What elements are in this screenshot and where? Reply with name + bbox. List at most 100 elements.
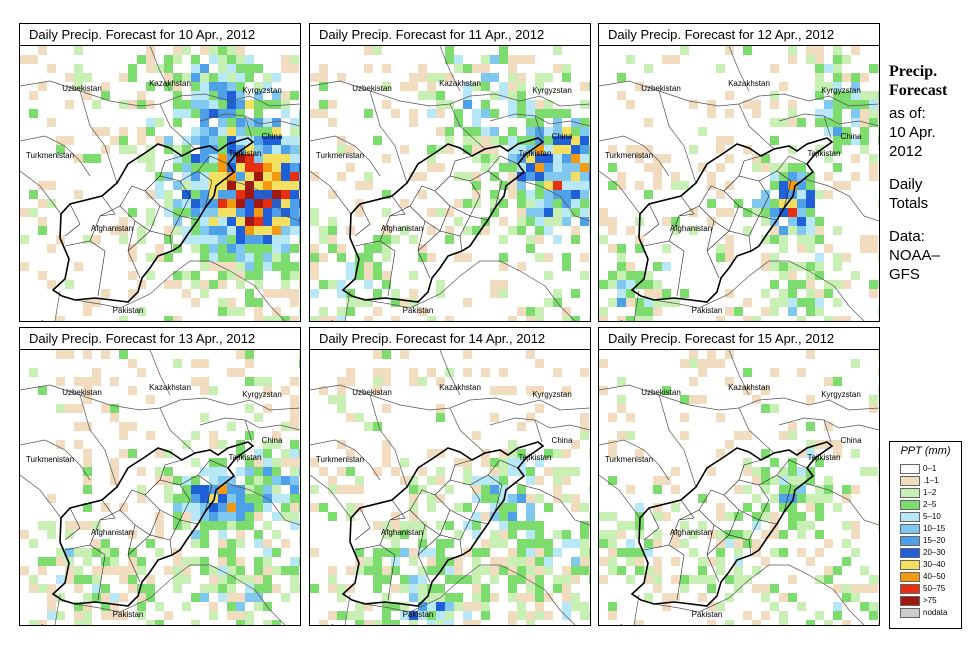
precip-cell xyxy=(382,566,391,575)
precip-cell xyxy=(608,548,617,557)
precip-cell xyxy=(209,386,218,395)
precip-cell xyxy=(400,530,409,539)
precip-cell xyxy=(47,280,56,289)
precip-cell xyxy=(752,476,761,485)
precip-cell xyxy=(481,127,490,136)
precip-cell xyxy=(833,226,842,235)
precip-cell xyxy=(164,566,173,575)
country-label: Tajikistan xyxy=(229,453,262,462)
afghanistan-border xyxy=(341,441,545,607)
precip-cell xyxy=(310,271,319,280)
precip-cell xyxy=(209,127,218,136)
precip-cell xyxy=(346,307,355,316)
precip-cell xyxy=(245,494,254,503)
precip-cell xyxy=(824,620,833,625)
precip-cell xyxy=(472,512,481,521)
precip-cell xyxy=(535,253,544,262)
country-label: Kyrgyzstan xyxy=(532,86,572,95)
precip-cell xyxy=(490,55,499,64)
precip-cell xyxy=(101,91,110,100)
precip-cell xyxy=(716,163,725,172)
legend-label: 30–40 xyxy=(923,560,946,569)
precip-cell xyxy=(299,584,300,593)
precip-cell xyxy=(281,512,290,521)
precip-cell xyxy=(842,73,851,82)
precip-cell xyxy=(191,154,200,163)
precip-cell xyxy=(526,548,535,557)
precip-cell xyxy=(743,611,752,620)
precip-cell xyxy=(391,602,400,611)
precip-cell xyxy=(173,82,182,91)
precip-cell xyxy=(490,280,499,289)
precip-cell xyxy=(290,118,299,127)
precip-cell xyxy=(173,163,182,172)
precip-cell xyxy=(227,593,236,602)
precip-cell xyxy=(173,154,182,163)
precip-cell xyxy=(463,368,472,377)
precip-cell xyxy=(245,172,254,181)
precip-cell xyxy=(725,208,734,217)
precip-cell xyxy=(725,235,734,244)
precip-cell xyxy=(191,217,200,226)
precip-cell xyxy=(83,449,92,458)
country-label: Pakistan xyxy=(113,610,144,619)
precip-cell xyxy=(436,208,445,217)
precip-cell xyxy=(662,154,671,163)
precip-cell xyxy=(290,136,299,145)
province-boundary xyxy=(668,509,720,583)
precip-cell xyxy=(218,512,227,521)
precip-cell xyxy=(418,566,427,575)
precip-cell xyxy=(310,316,319,321)
precip-cell xyxy=(490,289,499,298)
precip-cell xyxy=(472,190,481,199)
precip-cell xyxy=(824,109,833,118)
precip-cell xyxy=(173,575,182,584)
precip-cell xyxy=(580,566,589,575)
precip-cell xyxy=(743,503,752,512)
precip-cell xyxy=(788,145,797,154)
precip-cell xyxy=(299,467,300,476)
precip-cell xyxy=(200,64,209,73)
precip-cell xyxy=(418,467,427,476)
precip-cell xyxy=(200,280,209,289)
precip-cell xyxy=(797,163,806,172)
precip-cell xyxy=(617,73,626,82)
precip-cell xyxy=(74,82,83,91)
precip-cell xyxy=(562,199,571,208)
precip-cell xyxy=(743,208,752,217)
precip-cell xyxy=(508,145,517,154)
precip-cell xyxy=(815,145,824,154)
precip-cell xyxy=(65,404,74,413)
precip-cell xyxy=(617,316,626,321)
precip-cell xyxy=(427,73,436,82)
precip-cell xyxy=(463,145,472,154)
precip-cell xyxy=(281,64,290,73)
precip-cell xyxy=(328,316,337,321)
province-boundary xyxy=(99,499,116,521)
precip-cell xyxy=(743,100,752,109)
country-label: Iran xyxy=(620,319,634,321)
precip-cell xyxy=(806,226,815,235)
precip-cell xyxy=(299,244,300,253)
precip-cell xyxy=(254,217,263,226)
precip-cell xyxy=(535,539,544,548)
precip-cell xyxy=(355,298,364,307)
precip-cell xyxy=(245,512,254,521)
precip-cell xyxy=(842,620,851,625)
precip-cell xyxy=(373,575,382,584)
forecast-date-line2: 2012 xyxy=(889,143,923,160)
precip-cell xyxy=(373,368,382,377)
precip-cell xyxy=(779,199,788,208)
precip-cell xyxy=(182,163,191,172)
precip-cell xyxy=(535,226,544,235)
country-border xyxy=(79,90,118,184)
precip-cell xyxy=(562,109,571,118)
precip-cell xyxy=(562,386,571,395)
precip-cell xyxy=(254,512,263,521)
precip-cell xyxy=(490,557,499,566)
sidebar-title-line2: Forecast xyxy=(889,82,948,99)
precip-cell xyxy=(562,467,571,476)
precip-cell xyxy=(263,145,272,154)
